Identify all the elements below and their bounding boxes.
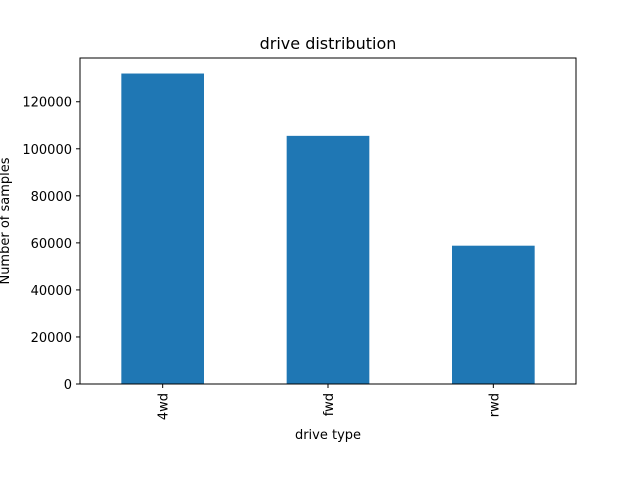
x-tick-label: rwd: [487, 393, 502, 417]
y-tick-label: 0: [64, 378, 72, 393]
bar-rwd: [452, 245, 535, 384]
y-tick-label: 120000: [22, 96, 72, 111]
y-axis: 0 20000 40000 60000 80000 100000 120000: [22, 96, 80, 393]
y-tick-label: 40000: [31, 284, 72, 299]
y-tick-label: 20000: [31, 331, 72, 346]
chart-title: drive distribution: [260, 34, 397, 53]
bars-group: [121, 73, 535, 385]
y-tick-label: 60000: [31, 237, 72, 252]
x-axis: 4wd fwd rwd: [157, 384, 502, 420]
y-tick-label: 100000: [22, 143, 72, 158]
y-axis-title: Number of samples: [0, 157, 13, 284]
y-tick-label: 80000: [31, 190, 72, 205]
x-axis-title: drive type: [295, 428, 361, 443]
x-tick-label: fwd: [322, 393, 337, 416]
bar-4wd: [121, 73, 204, 385]
x-tick-label: 4wd: [157, 393, 172, 420]
bar-fwd: [286, 135, 370, 384]
